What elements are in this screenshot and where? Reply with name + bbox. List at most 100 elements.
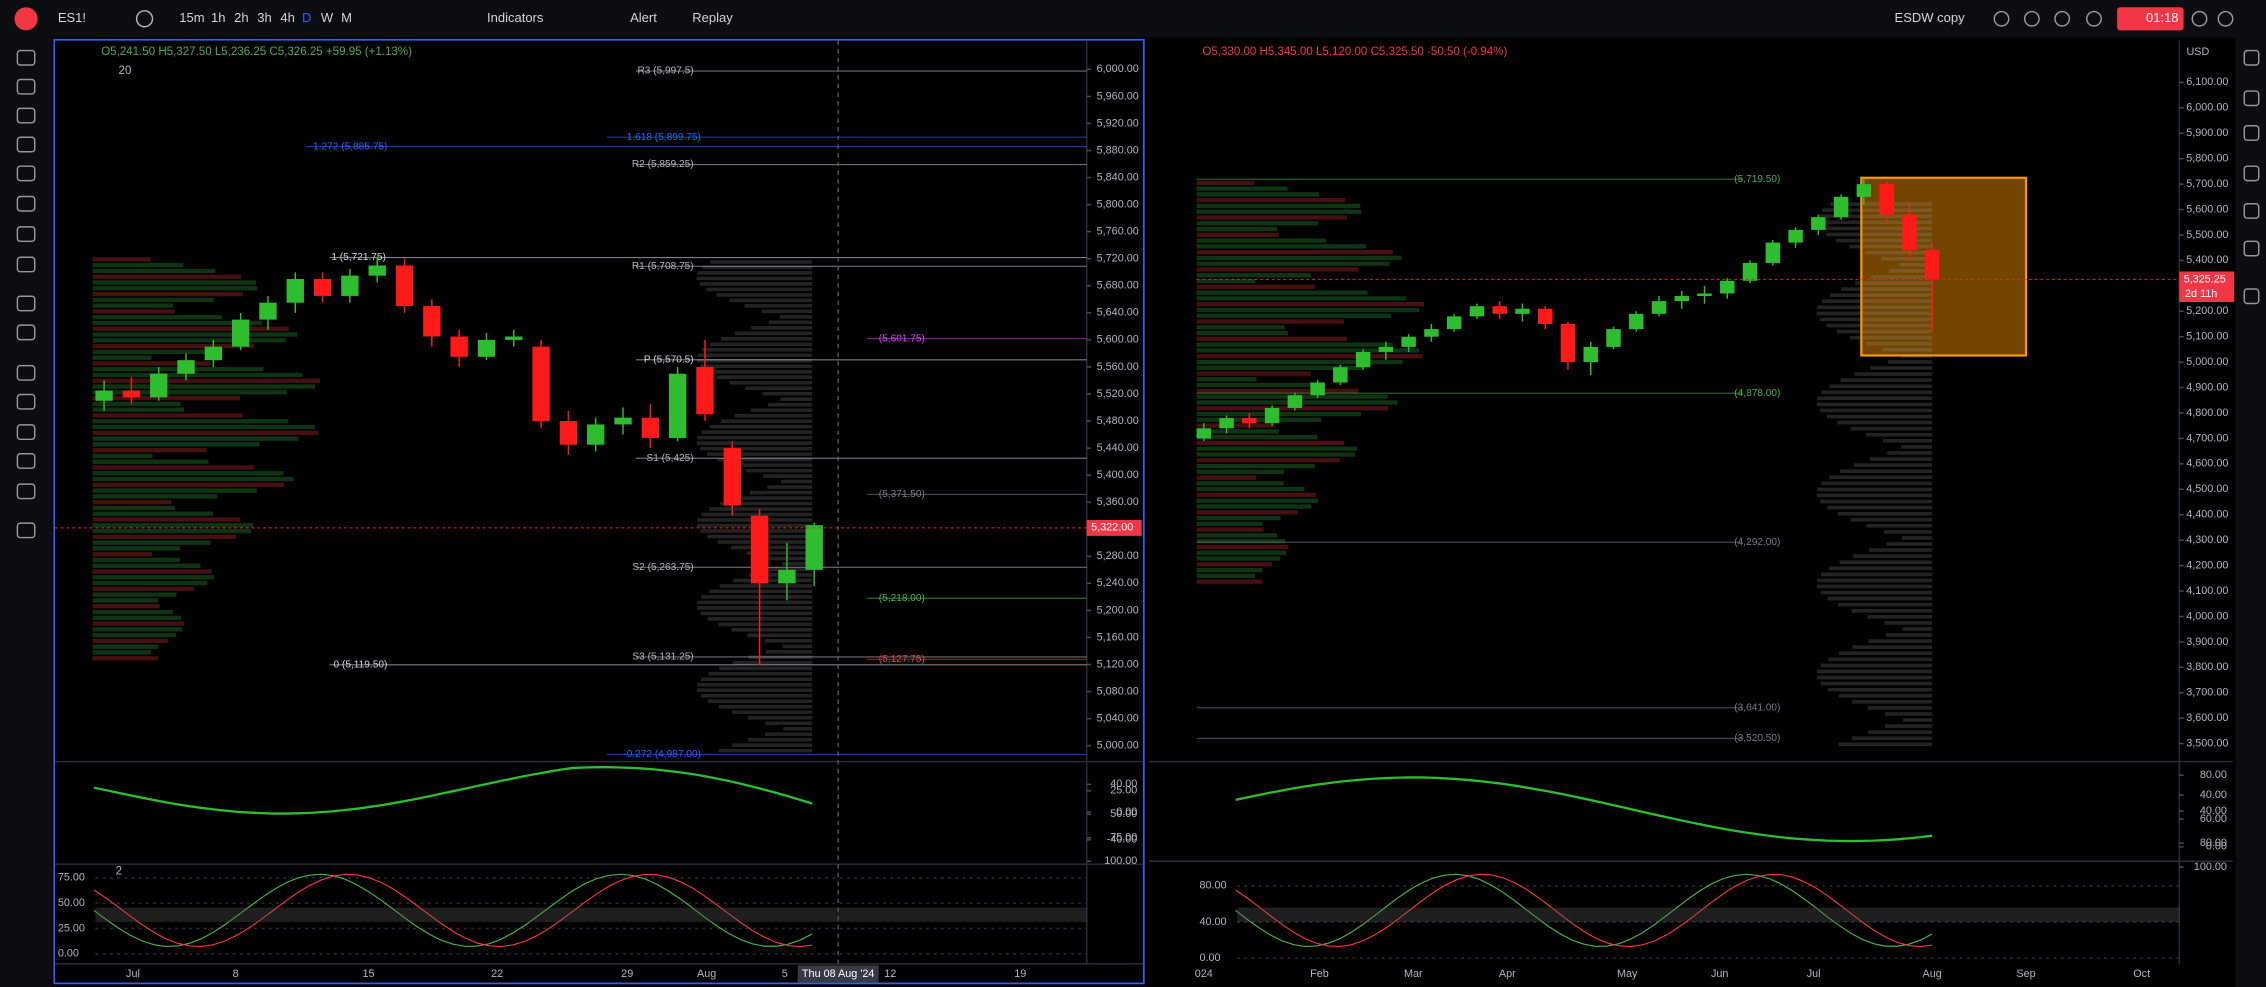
interval-button[interactable]: W (321, 10, 334, 25)
tool-icon[interactable] (16, 78, 36, 95)
volume-profile-bar (1196, 550, 1287, 555)
layout-name[interactable]: ESDW copy (1895, 10, 1966, 25)
tool-icon[interactable] (16, 107, 36, 124)
session-volume-bar (767, 485, 813, 489)
tool-icon[interactable] (16, 453, 36, 469)
tool-icon[interactable] (16, 165, 36, 182)
tool-icon[interactable] (16, 295, 36, 312)
tool-icon[interactable] (16, 522, 36, 539)
candle-body (150, 373, 168, 398)
session-volume-bar (1849, 335, 1933, 340)
price-tick-label: 5,240.00 (1097, 577, 1139, 589)
candle-body (177, 360, 195, 374)
session-volume-bar (745, 468, 813, 473)
volume-profile-bar (92, 320, 263, 326)
interval-button[interactable]: 2h (234, 10, 248, 25)
tool-icons (16, 10, 2260, 539)
volume-profile-bar (92, 407, 184, 412)
tool-icon[interactable] (16, 136, 36, 153)
record-indicator[interactable] (2117, 7, 2184, 31)
interval-button[interactable]: 1h (211, 10, 225, 25)
right-chart-frame[interactable] (1148, 39, 2233, 985)
symbol[interactable]: ES1! (58, 10, 86, 25)
left-chart-frame[interactable] (53, 38, 1145, 985)
session-volume-bar (1838, 742, 1933, 747)
tool-icon[interactable] (16, 483, 36, 500)
interval-button[interactable]: M (341, 10, 352, 25)
toolbar-icon[interactable] (2023, 10, 2040, 27)
price-tick-label: 4,400.00 (2186, 509, 2228, 521)
price-tick-label: 4,500.00 (2186, 483, 2228, 495)
volume-profile-bar (92, 569, 212, 574)
toolbar-icon[interactable] (1993, 10, 2010, 27)
price-tick-label: 5,120.00 (1097, 658, 1139, 670)
tool-icon[interactable] (16, 256, 36, 273)
volume-profile-bar (92, 465, 255, 470)
volume-profile-bar (92, 592, 177, 597)
session-volume-bar (718, 622, 813, 627)
interval-button[interactable]: 3h (257, 10, 271, 25)
tool-icon[interactable] (16, 364, 36, 381)
volume-profile-bar (92, 315, 222, 320)
tool-icon[interactable] (16, 195, 36, 212)
price-tick-label: 5,700.00 (2186, 178, 2228, 190)
level-label: 1 (5,721.75) (331, 252, 386, 263)
volume-profile-bar (1196, 498, 1319, 503)
logo[interactable] (14, 7, 38, 31)
candle-body (1242, 418, 1257, 424)
volume-profile-bar (1196, 515, 1281, 521)
tool-icon[interactable] (16, 226, 36, 243)
tool-icon[interactable] (16, 393, 36, 410)
session-volume-bar (1900, 354, 1933, 358)
tool-icon[interactable] (16, 324, 36, 341)
interval-button[interactable]: 15m (179, 10, 204, 25)
session-volume-bar (1852, 736, 1933, 741)
session-volume-bar (1836, 329, 1933, 334)
add-symbol-button[interactable] (135, 10, 154, 28)
volume-profile-bar (92, 257, 151, 262)
volume-profile-bar (1196, 330, 1288, 336)
volume-profile-bar (92, 297, 214, 303)
session-volume-bar (696, 441, 813, 445)
session-volume-bar (768, 402, 813, 407)
ohlc-header: O5,241.50 H5,327.50 L5,236.25 C5,326.25 … (101, 46, 412, 58)
replay-button[interactable]: Replay (692, 10, 733, 25)
session-volume-bar (749, 490, 813, 495)
stoch-tick-label: 0.00 (58, 948, 79, 960)
toolbar-icon[interactable] (2217, 10, 2234, 27)
volume-profile-bar (1196, 302, 1425, 307)
price-tick-label: 5,720.00 (1097, 253, 1139, 265)
interval-button[interactable]: 4h (280, 10, 294, 25)
candle-body (1811, 217, 1826, 230)
candle-body (1902, 214, 1917, 251)
stoch-k-line (1235, 873, 1933, 947)
volume-profile-bar (1196, 313, 1392, 318)
time-label: Jul (126, 968, 140, 980)
volume-profile-bar (92, 511, 214, 516)
toolbar-icon[interactable] (2086, 10, 2102, 27)
currency[interactable]: USD (2186, 46, 2209, 58)
toolbar-icon[interactable] (2054, 10, 2071, 27)
candle-body (1674, 296, 1690, 302)
tool-icon[interactable] (16, 49, 36, 66)
alert-button[interactable]: Alert (630, 10, 657, 25)
volume-profile-bar (92, 286, 258, 291)
candle-body (1492, 306, 1507, 314)
toolbar-icon[interactable] (2191, 10, 2208, 27)
time-label: May (1617, 968, 1638, 980)
price-tick-label: 4,300.00 (2186, 534, 2228, 546)
volume-profile-bar (92, 413, 243, 418)
tool-icon[interactable] (16, 424, 36, 441)
candle-body (1424, 329, 1439, 337)
volume-profile-bar (92, 303, 174, 308)
top-toolbar (0, 0, 2266, 38)
ohlc-header: O5,330.00 H5,345.00 L5,120.00 C5,325.50 … (1202, 46, 1507, 58)
indicators-button[interactable]: Indicators (487, 10, 544, 25)
interval-button[interactable]: D (302, 10, 311, 25)
volume-profile-bar (92, 650, 151, 655)
volume-profile-bar (92, 627, 183, 632)
volume-profile-bar (92, 326, 289, 331)
volume-profile-bar (92, 459, 209, 464)
session-volume-bar (766, 567, 813, 572)
stoch-band (1237, 907, 2180, 922)
